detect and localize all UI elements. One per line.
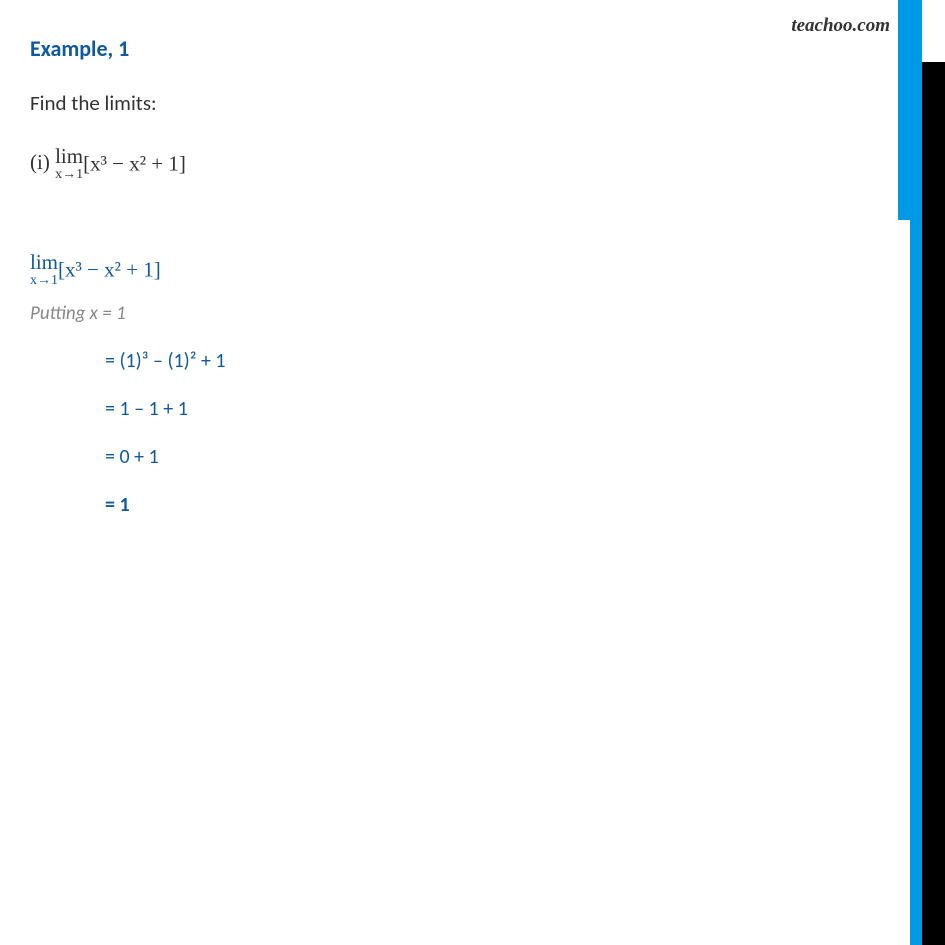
problem-statement: (i) lim x→1 [x³ − x² + 1] bbox=[30, 146, 855, 182]
limit-operator-solution: lim x→1 bbox=[30, 252, 58, 288]
right-decorative-sidebar bbox=[885, 0, 945, 945]
calc-step-2: = 1 – 1 + 1 bbox=[105, 397, 855, 421]
sidebar-blue-long bbox=[910, 0, 922, 945]
problem-expression: [x³ − x² + 1] bbox=[83, 152, 186, 176]
calc-step-1: = (1)³ – (1)² + 1 bbox=[105, 349, 855, 373]
calc-step-final: = 1 bbox=[105, 493, 855, 517]
part-label: (i) bbox=[30, 150, 50, 174]
example-heading: Example, 1 bbox=[30, 35, 855, 62]
lim-subscript: x→1 bbox=[55, 168, 83, 182]
find-limits-text: Find the limits: bbox=[30, 90, 855, 116]
lim-text: lim bbox=[55, 146, 83, 167]
lim-text-solution: lim bbox=[30, 252, 58, 273]
sidebar-black bbox=[922, 62, 945, 945]
lim-subscript-solution: x→1 bbox=[30, 274, 58, 288]
sidebar-blue-short bbox=[898, 0, 910, 220]
solution-restated-limit: lim x→1 [x³ − x² + 1] bbox=[30, 252, 855, 288]
limit-operator: lim x→1 bbox=[55, 146, 83, 182]
putting-text: Putting x = 1 bbox=[30, 302, 855, 325]
solution-expression: [x³ − x² + 1] bbox=[58, 258, 161, 282]
page-content: Example, 1 Find the limits: (i) lim x→1 … bbox=[0, 0, 885, 576]
calc-step-3: = 0 + 1 bbox=[105, 445, 855, 469]
watermark-text: teachoo.com bbox=[791, 15, 890, 37]
